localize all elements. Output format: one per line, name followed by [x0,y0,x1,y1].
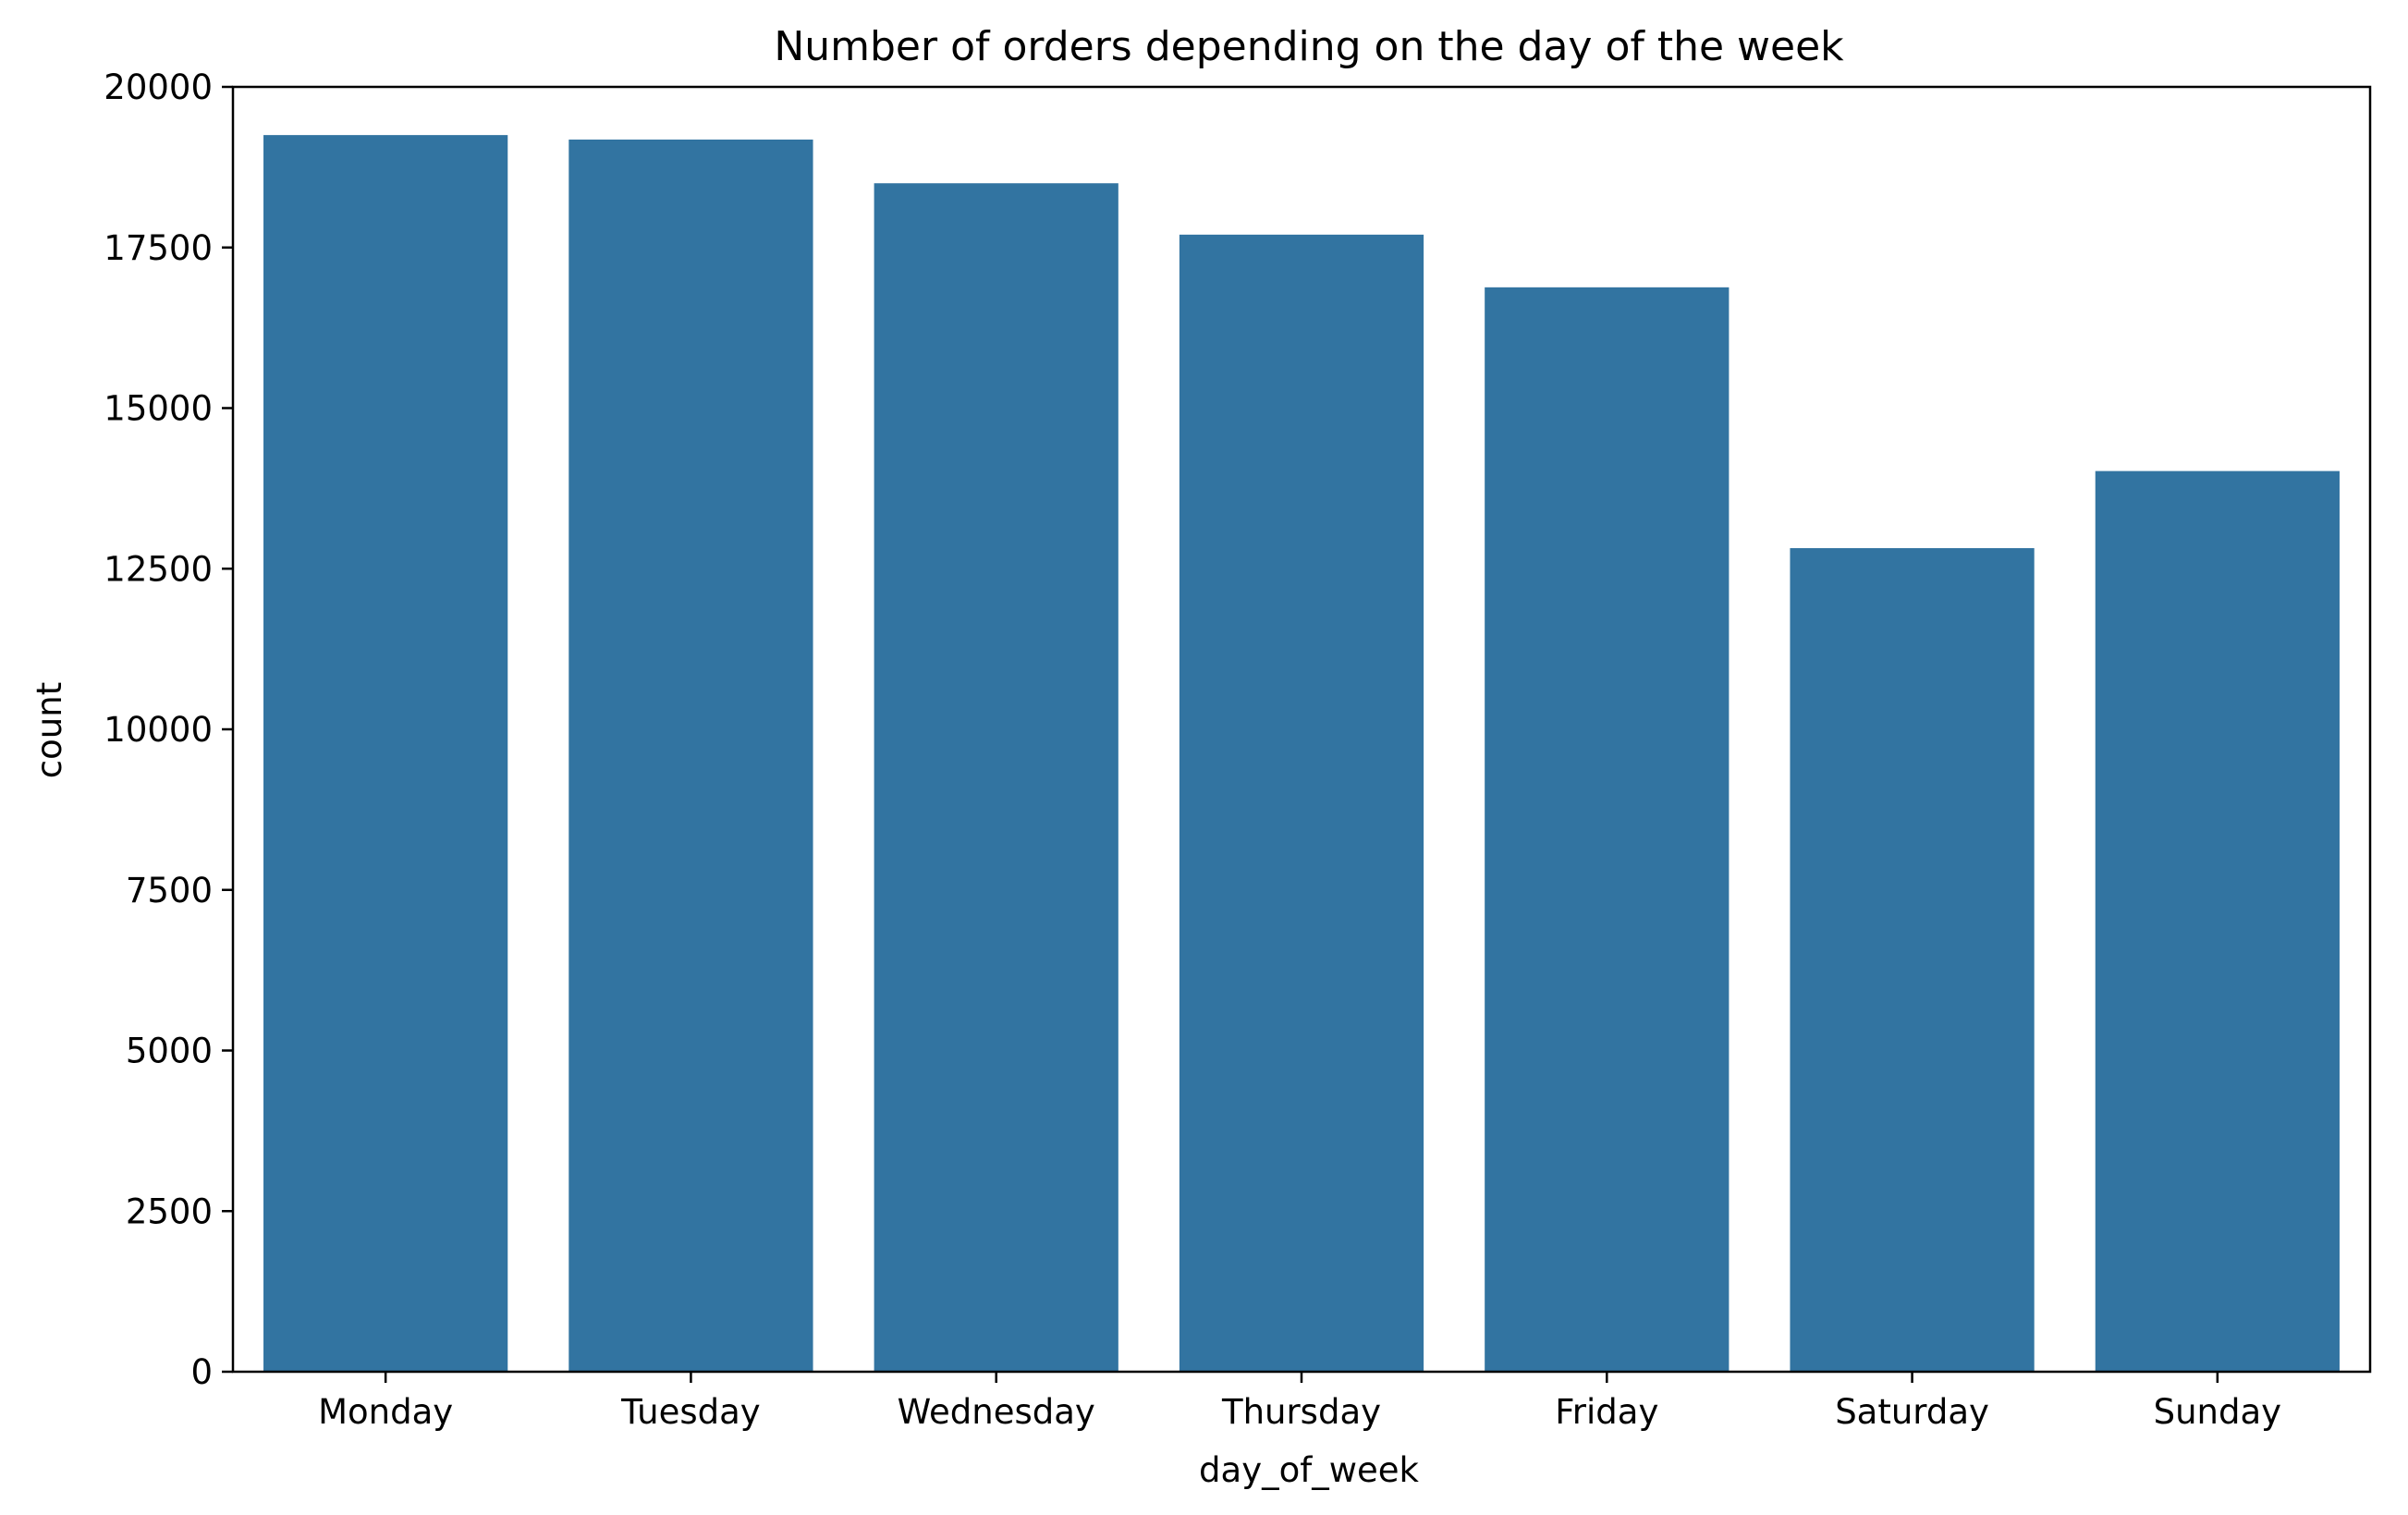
x-tick-label: Thursday [1221,1392,1381,1432]
bar-saturday [1790,548,2035,1372]
x-tick-label: Tuesday [620,1392,761,1432]
y-tick-label: 12500 [104,549,213,589]
bar-monday [263,135,508,1372]
bar-friday [1485,287,1730,1373]
chart-title: Number of orders depending on the day of… [774,23,1844,70]
x-axis-label: day_of_week [1199,1450,1420,1490]
y-tick-label: 20000 [104,67,213,107]
y-tick-label: 10000 [104,710,213,750]
x-axis-ticks: Monday Tuesday Wednesday Thursday Friday Satu… [318,1372,2281,1432]
x-tick-label: Saturday [1835,1392,1989,1432]
bars-group [263,135,2340,1373]
plot-frame [231,85,2372,1374]
bar-tuesday [568,139,813,1373]
x-tick-label: Wednesday [898,1392,1095,1432]
y-tick-label: 17500 [104,228,213,268]
bar-wednesday [874,183,1118,1372]
y-tick-label: 5000 [126,1032,213,1071]
x-tick-label: Friday [1555,1392,1658,1432]
x-tick-label: Monday [318,1392,453,1432]
y-tick-label: 0 [190,1352,213,1392]
x-tick-label: Sunday [2154,1392,2281,1432]
y-axis-ticks: 0 2500 5000 7500 10000 12500 15000 17500 20000 [104,67,233,1392]
bar-sunday [2095,470,2340,1372]
y-tick-label: 2500 [126,1191,213,1231]
y-axis-label: count [30,682,69,778]
bar-thursday [1179,234,1424,1373]
y-tick-label: 15000 [104,389,213,429]
y-tick-label: 7500 [126,871,213,910]
